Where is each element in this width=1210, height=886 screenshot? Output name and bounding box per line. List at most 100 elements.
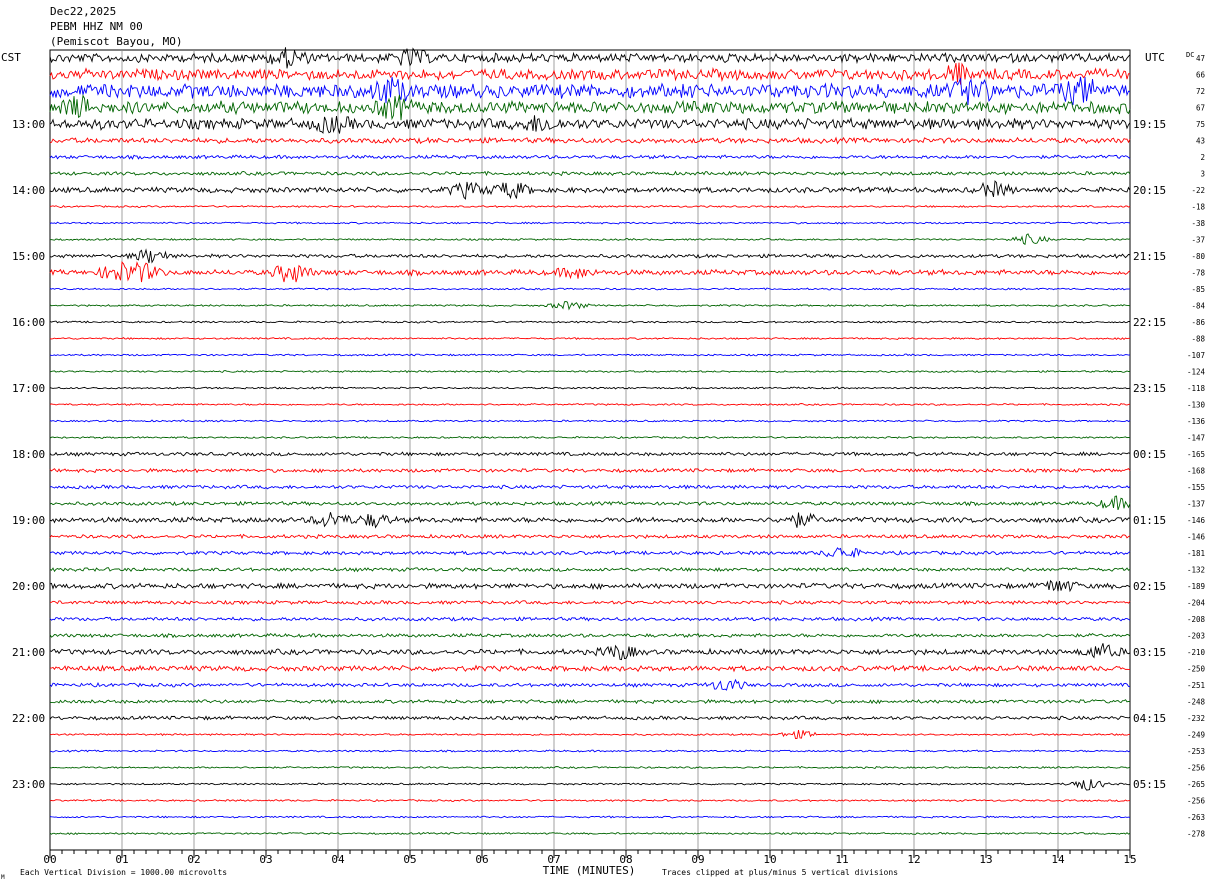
left-hour-label: 22:00 <box>12 712 45 725</box>
right-hour-label: 00:15 <box>1133 448 1166 461</box>
trace-row-33 <box>50 599 1131 606</box>
dc-offset-label: -263 <box>1187 813 1205 822</box>
dc-offset-label: -251 <box>1187 681 1205 690</box>
dc-offset-label: -37 <box>1191 236 1205 245</box>
trace-row-10 <box>49 221 1131 225</box>
trace-row-11 <box>49 233 1131 246</box>
trace-row-30 <box>49 547 1131 558</box>
trace-row-20 <box>49 386 1131 390</box>
date-label: Dec22,2025 <box>50 5 117 18</box>
dc-offset-label: -118 <box>1187 384 1206 393</box>
dc-offset-label: -38 <box>1191 219 1205 228</box>
clipping-note: Traces clipped at plus/minus 5 vertical … <box>662 868 898 877</box>
right-hour-label: 03:15 <box>1133 646 1166 659</box>
dc-offset-label: -146 <box>1187 533 1206 542</box>
dc-offset-label: -256 <box>1187 764 1206 773</box>
trace-row-28 <box>49 512 1131 529</box>
dc-offset-label: -78 <box>1191 269 1205 278</box>
dc-offset-label: -137 <box>1187 500 1205 509</box>
x-tick-label: 13 <box>979 853 992 866</box>
dc-offset-label: -85 <box>1191 285 1205 294</box>
right-hour-label: 22:15 <box>1133 316 1166 329</box>
trace-row-22 <box>49 419 1131 423</box>
trace-row-40 <box>49 715 1131 721</box>
dc-offset-label: -203 <box>1187 632 1205 641</box>
trace-row-17 <box>49 336 1130 341</box>
left-hour-label: 17:00 <box>12 382 45 395</box>
right-hour-label: 01:15 <box>1133 514 1166 527</box>
left-timezone-label: CST <box>1 51 21 64</box>
trace-row-19 <box>49 369 1130 374</box>
right-hour-label: 20:15 <box>1133 184 1166 197</box>
dc-offset-label: -232 <box>1187 714 1205 723</box>
trace-row-18 <box>49 353 1131 357</box>
left-hour-label: 23:00 <box>12 778 45 791</box>
dc-offset-label: -168 <box>1187 467 1206 476</box>
dc-offset-label: -147 <box>1187 434 1205 443</box>
dc-offset-label: -124 <box>1187 368 1206 377</box>
plot-frame <box>49 49 1131 851</box>
trace-row-24 <box>49 451 1131 457</box>
right-hour-label: 05:15 <box>1133 778 1166 791</box>
trace-row-8 <box>49 180 1131 200</box>
dc-offset-label: -107 <box>1187 351 1205 360</box>
trace-row-45 <box>49 798 1131 803</box>
dc-offset-label: -208 <box>1187 615 1206 624</box>
trace-row-23 <box>49 435 1131 440</box>
dc-offset-label: -249 <box>1187 731 1205 740</box>
trace-row-15 <box>49 301 1131 311</box>
dc-offset-label: 3 <box>1200 170 1205 179</box>
trace-row-21 <box>49 402 1131 407</box>
right-timezone-label: UTC <box>1145 51 1165 64</box>
x-tick-label: 02 <box>187 853 200 866</box>
right-hour-label: 04:15 <box>1133 712 1166 725</box>
right-hour-label: 19:15 <box>1133 118 1166 131</box>
trace-row-29 <box>49 533 1131 540</box>
trace-row-31 <box>49 566 1131 573</box>
left-hour-label: 18:00 <box>12 448 45 461</box>
x-tick-label: 05 <box>403 853 416 866</box>
trace-row-16 <box>49 320 1131 324</box>
dc-offset-label: -155 <box>1187 483 1205 492</box>
dc-offset-label: -132 <box>1187 566 1205 575</box>
trace-row-1 <box>49 62 1131 85</box>
dc-offset-label: -250 <box>1187 665 1206 674</box>
right-hour-label: 23:15 <box>1133 382 1166 395</box>
x-axis-title: TIME (MINUTES) <box>543 864 636 877</box>
trace-row-2 <box>49 76 1131 106</box>
trace-row-12 <box>49 248 1131 264</box>
trace-row-6 <box>49 154 1131 160</box>
trace-row-38 <box>49 678 1130 691</box>
trace-row-36 <box>49 643 1131 661</box>
dc-offset-label: 66 <box>1196 71 1206 80</box>
trace-row-9 <box>49 204 1131 209</box>
x-tick-label: 00 <box>43 853 56 866</box>
trace-row-39 <box>49 698 1131 705</box>
trace-row-27 <box>49 495 1131 511</box>
dc-offset-label: 47 <box>1196 54 1205 63</box>
dc-offset-label: -278 <box>1187 830 1206 839</box>
dc-offset-label: -165 <box>1187 450 1205 459</box>
trace-row-46 <box>49 815 1131 819</box>
dc-offset-label: 43 <box>1196 137 1205 146</box>
dc-offset-label: -248 <box>1187 698 1206 707</box>
trace-row-25 <box>49 467 1131 474</box>
trace-row-14 <box>49 287 1131 291</box>
trace-row-4 <box>49 115 1131 134</box>
trace-row-47 <box>49 831 1131 836</box>
trace-row-44 <box>49 779 1131 791</box>
dc-header-label: DC <box>1186 51 1194 59</box>
corner-mark: M <box>1 874 5 881</box>
right-hour-label: 21:15 <box>1133 250 1166 263</box>
dc-offset-label: 75 <box>1196 120 1205 129</box>
trace-row-13 <box>49 261 1131 283</box>
left-hour-label: 14:00 <box>12 184 45 197</box>
trace-row-37 <box>49 664 1131 673</box>
x-tick-label: 04 <box>331 853 345 866</box>
x-tick-label: 12 <box>907 853 920 866</box>
trace-row-41 <box>49 730 1131 740</box>
dc-offset-label: -181 <box>1187 549 1205 558</box>
dc-offset-label: -189 <box>1187 582 1205 591</box>
left-hour-label: 13:00 <box>12 118 45 131</box>
